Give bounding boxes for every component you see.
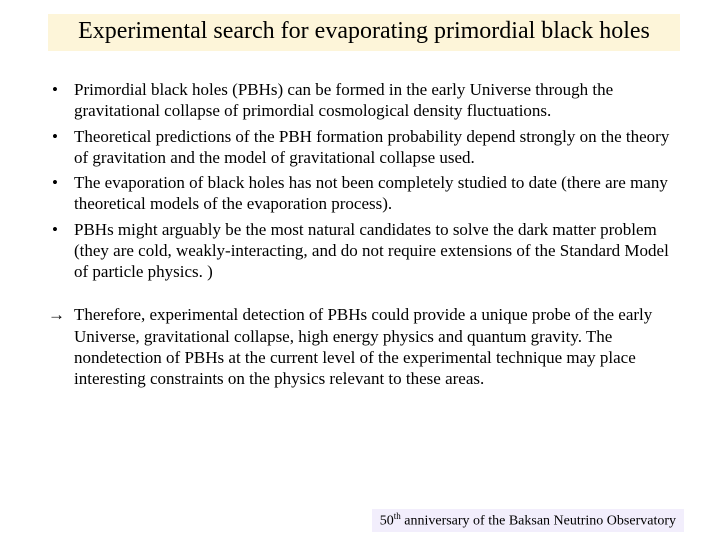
footer-label: 50th anniversary of the Baksan Neutrino … bbox=[372, 509, 684, 532]
arrow-icon: → bbox=[48, 304, 74, 389]
bullet-item: • Theoretical predictions of the PBH for… bbox=[48, 126, 680, 169]
bullet-mark-icon: • bbox=[48, 79, 74, 122]
bullet-item: • The evaporation of black holes has not… bbox=[48, 172, 680, 215]
bullet-list: • Primordial black holes (PBHs) can be f… bbox=[48, 79, 680, 282]
bullet-text: Primordial black holes (PBHs) can be for… bbox=[74, 79, 680, 122]
conclusion-block: → Therefore, experimental detection of P… bbox=[48, 304, 680, 389]
bullet-item: • PBHs might arguably be the most natura… bbox=[48, 219, 680, 283]
bullet-item: • Primordial black holes (PBHs) can be f… bbox=[48, 79, 680, 122]
slide-content: • Primordial black holes (PBHs) can be f… bbox=[48, 79, 680, 389]
footer-rest: anniversary of the Baksan Neutrino Obser… bbox=[401, 514, 676, 529]
bullet-text: The evaporation of black holes has not b… bbox=[74, 172, 680, 215]
bullet-mark-icon: • bbox=[48, 172, 74, 215]
bullet-mark-icon: • bbox=[48, 126, 74, 169]
bullet-text: Theoretical predictions of the PBH forma… bbox=[74, 126, 680, 169]
bullet-text: PBHs might arguably be the most natural … bbox=[74, 219, 680, 283]
conclusion-text: Therefore, experimental detection of PBH… bbox=[74, 304, 680, 389]
slide-title: Experimental search for evaporating prim… bbox=[48, 14, 680, 51]
bullet-mark-icon: • bbox=[48, 219, 74, 283]
footer-number: 50 bbox=[380, 514, 394, 529]
footer-ordinal: th bbox=[394, 511, 401, 521]
